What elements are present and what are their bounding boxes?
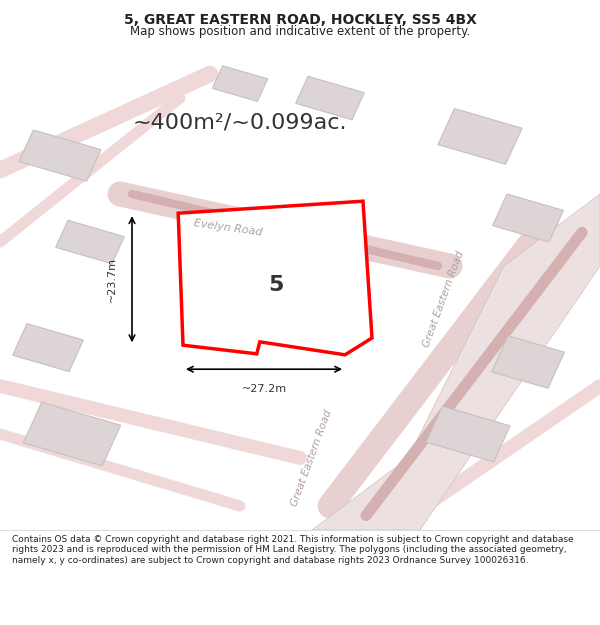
Polygon shape — [212, 66, 268, 101]
Text: ~400m²/~0.099ac.: ~400m²/~0.099ac. — [133, 112, 347, 132]
Polygon shape — [493, 194, 563, 242]
Polygon shape — [296, 76, 364, 120]
Polygon shape — [202, 222, 362, 339]
Polygon shape — [23, 402, 121, 466]
Polygon shape — [438, 109, 522, 164]
Text: Contains OS data © Crown copyright and database right 2021. This information is : Contains OS data © Crown copyright and d… — [12, 535, 574, 564]
Polygon shape — [178, 201, 372, 355]
Polygon shape — [13, 324, 83, 372]
Text: ~27.2m: ~27.2m — [241, 384, 287, 394]
Polygon shape — [426, 406, 510, 462]
Polygon shape — [491, 336, 565, 388]
Text: Evelyn Road: Evelyn Road — [193, 218, 263, 238]
Text: Great Eastern Road: Great Eastern Road — [422, 250, 466, 349]
Polygon shape — [312, 194, 600, 530]
Text: Great Eastern Road: Great Eastern Road — [290, 408, 334, 508]
Text: 5, GREAT EASTERN ROAD, HOCKLEY, SS5 4BX: 5, GREAT EASTERN ROAD, HOCKLEY, SS5 4BX — [124, 12, 476, 26]
Text: Map shows position and indicative extent of the property.: Map shows position and indicative extent… — [130, 24, 470, 38]
Text: ~23.7m: ~23.7m — [107, 257, 117, 302]
Text: 5: 5 — [268, 275, 284, 295]
Polygon shape — [56, 220, 124, 264]
Polygon shape — [19, 130, 101, 181]
